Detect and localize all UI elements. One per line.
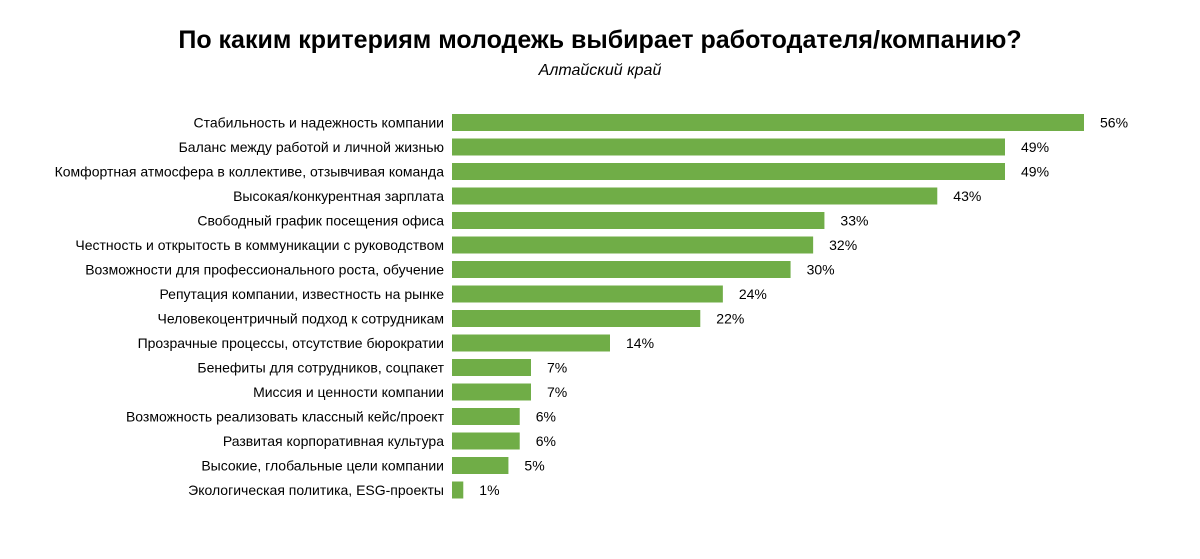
bar	[452, 114, 1084, 131]
bar	[452, 383, 531, 401]
category-label: Баланс между работой и личной жизнью	[179, 139, 444, 155]
bar	[452, 163, 1005, 180]
value-label: 49%	[1021, 139, 1049, 155]
value-label: 24%	[739, 286, 767, 302]
value-label: 7%	[547, 384, 567, 400]
value-label: 43%	[953, 188, 981, 204]
bar	[452, 334, 610, 352]
category-label: Возможность реализовать классный кейс/пр…	[126, 409, 445, 425]
value-label: 56%	[1100, 115, 1128, 131]
category-label: Миссия и ценности компании	[253, 384, 444, 400]
bar	[452, 408, 520, 425]
category-label: Стабильность и надежность компании	[193, 115, 444, 131]
bar	[452, 457, 509, 474]
bar	[452, 359, 531, 376]
category-label: Развитая корпоративная культура	[223, 433, 444, 449]
value-label: 49%	[1021, 164, 1049, 180]
category-label: Высокая/конкурентная зарплата	[233, 188, 444, 204]
bar	[452, 138, 1005, 156]
value-label: 6%	[536, 409, 556, 425]
value-label: 6%	[536, 433, 556, 449]
bars-group: Стабильность и надежность компании 56% Бал…	[55, 114, 1128, 499]
category-label: Честность и открытость в коммуникации с …	[75, 237, 444, 253]
category-label: Экологическая политика, ESG-проекты	[188, 482, 444, 498]
bar	[452, 432, 520, 450]
category-label: Возможности для профессионального роста,…	[85, 262, 444, 278]
value-label: 32%	[829, 237, 857, 253]
value-label: 33%	[840, 213, 868, 229]
value-label: 1%	[479, 482, 499, 498]
category-label: Репутация компании, известность на рынке	[159, 286, 444, 302]
value-label: 30%	[807, 262, 835, 278]
category-label: Комфортная атмосфера в коллективе, отзыв…	[55, 164, 445, 180]
value-label: 14%	[626, 335, 654, 351]
bar	[452, 285, 723, 303]
bar	[452, 187, 938, 205]
value-label: 22%	[716, 311, 744, 327]
bar	[452, 212, 825, 229]
category-label: Высокие, глобальные цели компании	[201, 458, 444, 474]
chart-title: По каким критериям молодежь выбирает раб…	[178, 26, 1022, 54]
chart-subtitle: Алтайский край	[538, 62, 662, 79]
bar	[452, 481, 464, 499]
category-label: Человекоцентричный подход к сотрудникам	[158, 311, 445, 327]
value-label: 5%	[524, 458, 544, 474]
category-label: Прозрачные процессы, отсутствие бюрократ…	[138, 335, 444, 351]
value-label: 7%	[547, 360, 567, 376]
bar	[452, 236, 814, 254]
bar	[452, 310, 701, 327]
category-label: Свободный график посещения офиса	[197, 213, 444, 229]
category-label: Бенефиты для сотрудников, соцпакет	[197, 360, 444, 376]
bar	[452, 261, 791, 278]
